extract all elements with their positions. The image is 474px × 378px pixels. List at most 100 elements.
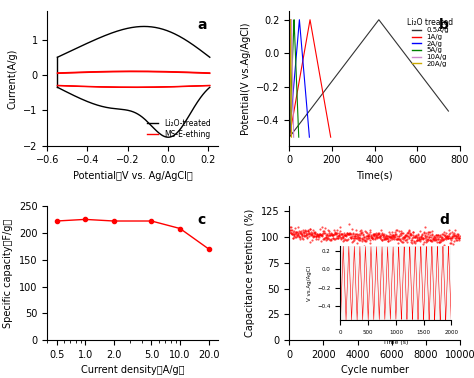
Point	[425, 231, 432, 237]
Point	[307, 239, 314, 245]
Point	[413, 237, 421, 243]
Point	[424, 237, 432, 243]
Point	[288, 231, 296, 237]
Y-axis label: Specific capacity（F/g）: Specific capacity（F/g）	[3, 218, 13, 328]
Point	[309, 232, 316, 238]
Point	[292, 231, 300, 237]
Point	[402, 232, 410, 238]
Point	[429, 235, 437, 242]
Point	[329, 235, 337, 241]
Point	[388, 229, 396, 235]
Point	[448, 235, 456, 241]
Point	[392, 229, 399, 235]
Point	[297, 229, 304, 235]
Point	[438, 235, 446, 241]
Point	[405, 228, 413, 234]
Point	[300, 229, 308, 235]
Point	[334, 235, 342, 242]
Point	[330, 227, 337, 233]
Point	[300, 236, 307, 242]
Point	[374, 231, 382, 237]
Point	[376, 234, 384, 240]
Point	[370, 231, 378, 237]
Point	[387, 234, 394, 240]
Point	[341, 235, 349, 242]
Point	[340, 234, 347, 240]
Point	[353, 240, 360, 246]
Point	[440, 232, 447, 238]
Point	[352, 233, 359, 239]
Point	[425, 234, 433, 240]
Legend: Li₂O-treated, MS-E-ething: Li₂O-treated, MS-E-ething	[144, 116, 214, 142]
Point	[287, 230, 294, 236]
Point	[360, 237, 368, 243]
Point	[338, 231, 346, 237]
Point	[456, 235, 463, 241]
Point	[296, 229, 303, 235]
Point	[368, 235, 375, 242]
Point	[349, 238, 356, 244]
X-axis label: Cycle number: Cycle number	[341, 366, 409, 375]
Point	[320, 235, 328, 241]
Point	[414, 232, 422, 238]
Point	[296, 234, 304, 240]
Point	[345, 231, 352, 237]
Point	[425, 229, 433, 235]
Point	[307, 229, 315, 235]
Point	[396, 235, 404, 242]
Point	[406, 231, 413, 237]
Point	[354, 235, 362, 242]
Point	[408, 237, 416, 243]
Point	[428, 238, 435, 244]
Point	[437, 234, 445, 240]
Point	[342, 232, 349, 239]
Point	[320, 236, 328, 242]
Point	[359, 232, 366, 238]
Point	[336, 228, 344, 234]
Point	[353, 235, 361, 241]
Point	[346, 231, 353, 237]
Point	[362, 233, 370, 239]
Point	[402, 237, 410, 243]
Point	[303, 234, 311, 240]
Point	[358, 229, 366, 235]
Point	[416, 235, 423, 242]
Point	[302, 230, 310, 236]
Point	[332, 229, 339, 235]
Point	[445, 228, 453, 234]
Point	[441, 233, 449, 239]
Point	[386, 234, 394, 240]
Point	[333, 230, 340, 236]
Point	[354, 234, 362, 240]
Point	[361, 237, 369, 243]
Point	[344, 237, 351, 243]
Point	[395, 236, 402, 242]
Point	[414, 231, 421, 237]
Point	[353, 232, 361, 239]
Point	[412, 238, 419, 244]
Point	[361, 234, 368, 240]
Point	[394, 240, 402, 246]
Point	[342, 233, 349, 239]
Point	[428, 238, 436, 244]
Point	[333, 231, 340, 237]
Point	[303, 232, 310, 238]
Point	[432, 232, 440, 239]
Point	[323, 231, 331, 237]
Point	[384, 236, 392, 242]
Point	[381, 234, 389, 240]
Point	[436, 237, 444, 243]
Point	[427, 234, 435, 240]
Point	[387, 235, 395, 241]
Y-axis label: Current(A/g): Current(A/g)	[8, 48, 18, 108]
Point	[290, 231, 297, 237]
Point	[306, 226, 313, 232]
Point	[453, 231, 460, 237]
Point	[409, 229, 417, 235]
Point	[407, 232, 415, 238]
Point	[429, 236, 437, 242]
Point	[447, 235, 455, 241]
Point	[382, 232, 389, 239]
Point	[363, 233, 371, 239]
Point	[455, 235, 463, 242]
